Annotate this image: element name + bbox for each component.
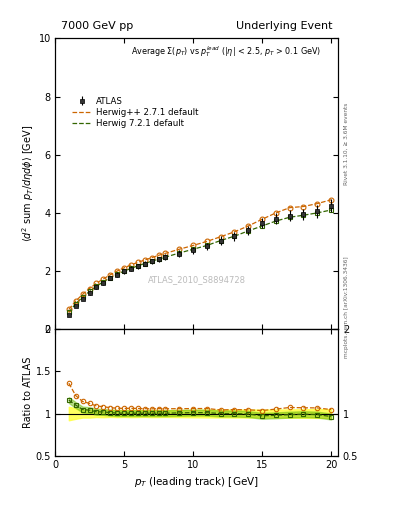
Herwig 7.2.1 default — [191, 246, 195, 252]
Herwig++ 2.7.1 default — [129, 262, 133, 268]
Herwig 7.2.1 default — [149, 258, 154, 264]
Legend: ATLAS, Herwig++ 2.7.1 default, Herwig 7.2.1 default: ATLAS, Herwig++ 2.7.1 default, Herwig 7.… — [71, 95, 200, 130]
Text: mcplots.cern.ch [arXiv:1306.3436]: mcplots.cern.ch [arXiv:1306.3436] — [344, 257, 349, 358]
Herwig++ 2.7.1 default — [287, 205, 292, 211]
Line: Herwig++ 2.7.1 default: Herwig++ 2.7.1 default — [69, 200, 331, 309]
Herwig++ 2.7.1 default — [142, 257, 147, 263]
Herwig++ 2.7.1 default — [122, 265, 127, 271]
Herwig 7.2.1 default — [108, 274, 112, 281]
Herwig++ 2.7.1 default — [108, 272, 112, 278]
Text: ATLAS_2010_S8894728: ATLAS_2010_S8894728 — [147, 275, 246, 284]
Herwig++ 2.7.1 default — [163, 250, 168, 257]
Y-axis label: $\langle d^2$ sum $p_T/d\eta d\phi\rangle$ [GeV]: $\langle d^2$ sum $p_T/d\eta d\phi\rangl… — [20, 125, 36, 243]
Herwig++ 2.7.1 default — [94, 280, 99, 286]
Herwig 7.2.1 default — [163, 254, 168, 260]
Text: Average $\Sigma(p_T)$ vs $p_T^{lead}$ ($|\eta|$ < 2.5, $p_T$ > 0.1 GeV): Average $\Sigma(p_T)$ vs $p_T^{lead}$ ($… — [131, 44, 321, 59]
Herwig++ 2.7.1 default — [66, 306, 71, 312]
Y-axis label: Ratio to ATLAS: Ratio to ATLAS — [23, 357, 33, 428]
Text: Rivet 3.1.10, ≥ 3.6M events: Rivet 3.1.10, ≥ 3.6M events — [344, 102, 349, 184]
Herwig 7.2.1 default — [246, 228, 251, 234]
Herwig++ 2.7.1 default — [136, 259, 140, 265]
Herwig 7.2.1 default — [177, 250, 182, 256]
Line: Herwig 7.2.1 default: Herwig 7.2.1 default — [69, 210, 331, 312]
Herwig 7.2.1 default — [142, 261, 147, 267]
Herwig++ 2.7.1 default — [315, 201, 320, 207]
Herwig 7.2.1 default — [129, 265, 133, 271]
Herwig++ 2.7.1 default — [149, 254, 154, 261]
Herwig++ 2.7.1 default — [301, 203, 306, 209]
Herwig++ 2.7.1 default — [246, 223, 251, 229]
Herwig 7.2.1 default — [156, 256, 161, 262]
Herwig 7.2.1 default — [115, 271, 119, 278]
Herwig++ 2.7.1 default — [232, 229, 237, 235]
Herwig++ 2.7.1 default — [115, 268, 119, 274]
Herwig 7.2.1 default — [204, 242, 209, 248]
Herwig 7.2.1 default — [87, 288, 92, 294]
Text: Underlying Event: Underlying Event — [236, 21, 332, 31]
Herwig 7.2.1 default — [329, 207, 333, 213]
Herwig++ 2.7.1 default — [101, 276, 106, 282]
Herwig++ 2.7.1 default — [87, 286, 92, 292]
Herwig 7.2.1 default — [101, 279, 106, 285]
Herwig 7.2.1 default — [301, 212, 306, 218]
Herwig++ 2.7.1 default — [329, 197, 333, 203]
Herwig++ 2.7.1 default — [73, 298, 78, 304]
Herwig 7.2.1 default — [80, 294, 85, 301]
Herwig 7.2.1 default — [287, 214, 292, 220]
Herwig 7.2.1 default — [94, 283, 99, 289]
Herwig 7.2.1 default — [218, 238, 223, 244]
Herwig++ 2.7.1 default — [80, 291, 85, 297]
Herwig 7.2.1 default — [274, 218, 278, 224]
Herwig 7.2.1 default — [260, 223, 264, 229]
Herwig++ 2.7.1 default — [204, 238, 209, 244]
Herwig 7.2.1 default — [73, 301, 78, 307]
Herwig++ 2.7.1 default — [218, 233, 223, 240]
Herwig++ 2.7.1 default — [260, 216, 264, 222]
Herwig 7.2.1 default — [315, 210, 320, 216]
Text: 7000 GeV pp: 7000 GeV pp — [61, 21, 133, 31]
Herwig++ 2.7.1 default — [191, 242, 195, 248]
Herwig 7.2.1 default — [232, 233, 237, 239]
Herwig 7.2.1 default — [136, 263, 140, 269]
Herwig++ 2.7.1 default — [156, 252, 161, 259]
Herwig++ 2.7.1 default — [274, 210, 278, 216]
X-axis label: $p_T$ (leading track) [GeV]: $p_T$ (leading track) [GeV] — [134, 476, 259, 489]
Herwig 7.2.1 default — [122, 268, 127, 274]
Herwig 7.2.1 default — [66, 309, 71, 315]
Herwig++ 2.7.1 default — [177, 246, 182, 252]
